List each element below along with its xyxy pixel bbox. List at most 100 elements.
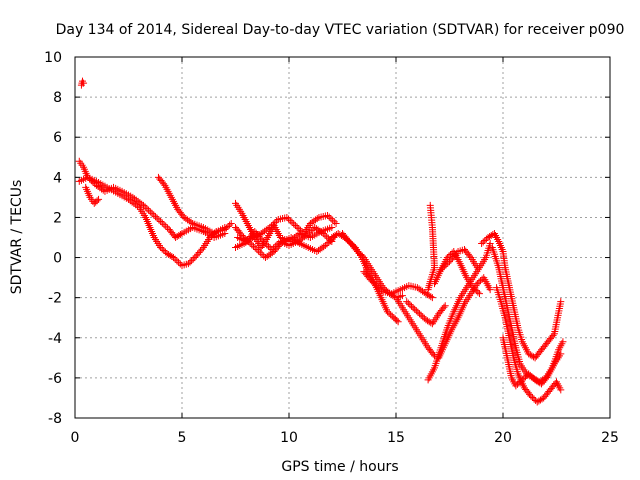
data-point [419, 313, 427, 321]
x-tick-label: 10 [280, 430, 298, 446]
data-point [258, 250, 266, 258]
data-point [246, 232, 254, 240]
data-point [348, 241, 356, 249]
data-point [153, 214, 161, 222]
data-point [304, 230, 312, 238]
data-point [264, 242, 272, 250]
data-point [345, 238, 353, 246]
data-point [473, 264, 481, 272]
data-point [148, 209, 156, 217]
data-point [472, 287, 480, 295]
data-point [134, 197, 142, 205]
data-point [549, 331, 557, 339]
data-point [259, 238, 267, 246]
data-point [84, 173, 92, 181]
data-point [254, 231, 262, 239]
data-point [527, 392, 535, 400]
data-point [263, 241, 271, 249]
data-point [313, 215, 321, 223]
y-tick-label: 10 [44, 50, 62, 66]
data-point [245, 234, 253, 242]
data-point [440, 262, 448, 270]
data-point [528, 373, 536, 381]
data-point [324, 211, 332, 219]
data-point [411, 305, 419, 313]
data-point [255, 232, 263, 240]
data-point [160, 180, 168, 188]
data-point [191, 254, 199, 262]
data-point [557, 298, 565, 306]
data-point [388, 312, 396, 320]
data-point [93, 197, 101, 205]
data-point [383, 308, 391, 316]
data-point [365, 274, 373, 282]
data-point [513, 380, 521, 388]
data-point [474, 288, 482, 296]
data-point [448, 254, 456, 262]
series-s3 [82, 183, 103, 207]
data-point [295, 225, 303, 233]
data-point [187, 218, 195, 226]
y-tick-label: 6 [53, 130, 62, 146]
data-point [261, 239, 269, 247]
data-point [366, 276, 374, 284]
data-point [169, 254, 177, 262]
data-point [424, 286, 432, 294]
data-point [273, 217, 281, 225]
series-outlier [77, 77, 88, 89]
data-point [441, 302, 449, 310]
data-point [146, 208, 154, 216]
data-point [163, 224, 171, 232]
data-point [197, 247, 205, 255]
data-point [378, 286, 386, 294]
data-point [427, 319, 435, 327]
y-tick-label: 0 [53, 251, 62, 267]
data-point [184, 260, 192, 268]
data-point [376, 285, 384, 293]
data-point [451, 251, 459, 259]
data-point [557, 386, 565, 394]
data-point [327, 215, 335, 223]
data-point [332, 219, 340, 227]
data-point [268, 246, 276, 254]
y-axis-label: SDTVAR / TECUs [9, 180, 25, 295]
data-point [270, 244, 278, 252]
data-point [139, 201, 147, 209]
x-tick-label: 5 [178, 430, 187, 446]
data-point [138, 200, 146, 208]
data-point [273, 241, 281, 249]
data-point [302, 231, 310, 239]
series-s11 [360, 268, 436, 302]
data-point [525, 370, 533, 378]
data-point [226, 221, 234, 229]
data-point [321, 231, 329, 239]
series-s19 [478, 229, 565, 362]
data-point [256, 234, 264, 242]
data-point [543, 373, 551, 381]
y-tick-label: 2 [53, 210, 62, 226]
series-s12 [392, 294, 439, 360]
data-point [559, 338, 567, 346]
data-point [275, 239, 283, 247]
data-point [80, 79, 88, 87]
data-point [557, 350, 565, 358]
data-point [285, 215, 293, 223]
data-point [370, 279, 378, 287]
data-point [526, 390, 534, 398]
data-point [195, 249, 203, 257]
data-point [447, 256, 455, 264]
data-point [428, 294, 436, 302]
data-point [252, 229, 260, 237]
data-point [255, 247, 263, 255]
data-point [440, 303, 448, 311]
data-point [323, 240, 331, 248]
x-tick-label: 20 [494, 430, 512, 446]
data-point [189, 255, 197, 263]
data-point [256, 249, 264, 257]
series-s4 [154, 173, 229, 237]
data-point [162, 222, 170, 230]
data-point [414, 308, 422, 316]
y-tick-label: -8 [48, 411, 62, 427]
data-point [160, 221, 168, 229]
